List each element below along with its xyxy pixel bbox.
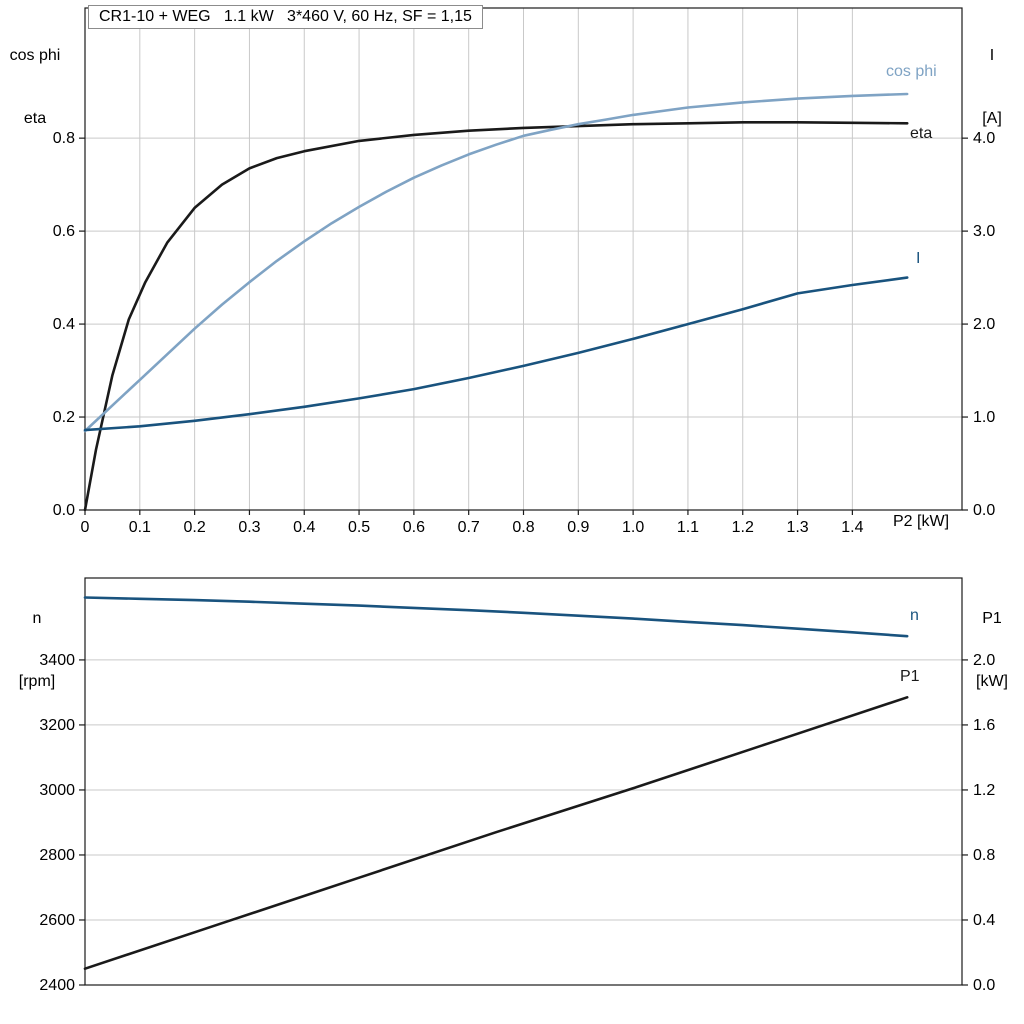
- svg-text:0.4: 0.4: [293, 519, 315, 536]
- svg-text:3200: 3200: [39, 717, 75, 734]
- svg-text:4.0: 4.0: [973, 130, 995, 147]
- right-axis-title-top: I [A]: [962, 3, 1022, 171]
- svg-text:0.7: 0.7: [458, 519, 480, 536]
- left-axis-title-line1: cos phi: [9, 47, 61, 64]
- speed-curve-label: n: [910, 607, 919, 624]
- svg-text:1.1: 1.1: [677, 519, 699, 536]
- svg-text:1.0: 1.0: [973, 409, 995, 426]
- left-axis-title-bottom: n [rpm]: [6, 566, 68, 734]
- svg-text:2600: 2600: [39, 912, 75, 929]
- svg-text:0.8: 0.8: [973, 847, 995, 864]
- svg-text:2400: 2400: [39, 977, 75, 994]
- right-axis-title-bottom: P1 [kW]: [962, 566, 1022, 734]
- current-curve-label: I: [916, 250, 921, 267]
- speed-axis-title-line2: [rpm]: [18, 673, 56, 690]
- cos-phi-curve-label: cos phi: [886, 63, 937, 80]
- svg-text:0.2: 0.2: [53, 409, 75, 426]
- svg-text:3000: 3000: [39, 782, 75, 799]
- svg-text:0.4: 0.4: [53, 316, 75, 333]
- svg-text:2800: 2800: [39, 847, 75, 864]
- svg-text:1.2: 1.2: [732, 519, 754, 536]
- svg-text:2.0: 2.0: [973, 652, 995, 669]
- p1-axis-title-line2: [kW]: [976, 673, 1008, 690]
- speed-axis-title-line1: n: [32, 610, 42, 627]
- svg-text:1.6: 1.6: [973, 717, 995, 734]
- svg-text:3400: 3400: [39, 652, 75, 669]
- x-axis-label: P2 [kW]: [893, 513, 950, 530]
- p1-axis-title-line1: P1: [982, 610, 1002, 627]
- svg-text:0: 0: [81, 519, 90, 536]
- svg-text:3.0: 3.0: [973, 223, 995, 240]
- svg-text:0.9: 0.9: [567, 519, 589, 536]
- svg-text:0.0: 0.0: [973, 502, 995, 519]
- svg-text:2.0: 2.0: [973, 316, 995, 333]
- svg-text:0.4: 0.4: [973, 912, 995, 929]
- eta-curve-label: eta: [910, 125, 933, 142]
- left-axis-title-top: cos phi eta: [2, 3, 68, 171]
- svg-text:0.3: 0.3: [238, 519, 260, 536]
- svg-text:0.6: 0.6: [53, 223, 75, 240]
- svg-text:0.6: 0.6: [403, 519, 425, 536]
- right-axis-title-line2: [A]: [982, 110, 1002, 127]
- svg-text:0.8: 0.8: [512, 519, 534, 536]
- svg-text:0.8: 0.8: [53, 130, 75, 147]
- svg-text:0.0: 0.0: [53, 502, 75, 519]
- svg-text:0.5: 0.5: [348, 519, 370, 536]
- svg-text:1.3: 1.3: [786, 519, 808, 536]
- right-axis-title-line1: I: [989, 47, 995, 64]
- chart-title: CR1-10 + WEG 1.1 kW 3*460 V, 60 Hz, SF =…: [88, 5, 483, 29]
- svg-text:1.4: 1.4: [841, 519, 863, 536]
- left-axis-title-line2: eta: [23, 110, 47, 127]
- p1-curve-label: P1: [900, 668, 920, 685]
- svg-text:0.1: 0.1: [129, 519, 151, 536]
- svg-text:0.2: 0.2: [184, 519, 206, 536]
- svg-text:0.0: 0.0: [973, 977, 995, 994]
- svg-text:1.2: 1.2: [973, 782, 995, 799]
- svg-text:1.0: 1.0: [622, 519, 644, 536]
